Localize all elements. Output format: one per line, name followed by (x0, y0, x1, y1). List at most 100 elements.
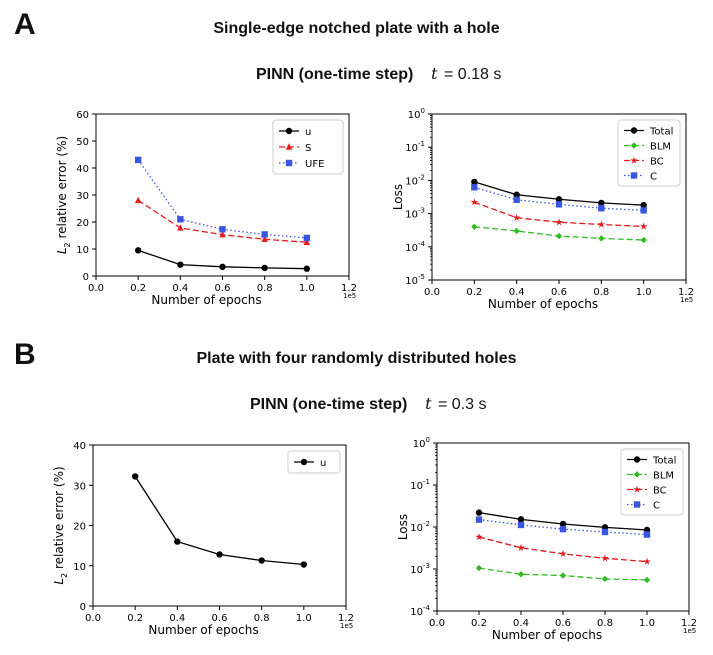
x-tick-label: 0.8 (257, 283, 273, 294)
y-axis-label: Loss (396, 514, 410, 540)
data-point (640, 201, 647, 209)
data-point (219, 230, 226, 238)
series-total (471, 178, 647, 209)
data-point (303, 234, 311, 242)
data-point (261, 235, 268, 242)
x-offset-label: 1e5 (683, 627, 696, 635)
legend: u (287, 450, 341, 474)
series-bc (475, 532, 651, 565)
y-tick-label: 0 (83, 272, 89, 283)
legend-marker (300, 458, 308, 466)
data-point (131, 473, 139, 480)
data-point (134, 247, 142, 254)
data-point (517, 571, 525, 578)
x-tick-label: 0.6 (215, 283, 231, 294)
panel-b-time-value: = 0.3 s (438, 396, 487, 413)
data-point (517, 516, 525, 523)
data-point (177, 216, 184, 223)
data-point (261, 264, 268, 272)
legend-label: u (305, 127, 311, 138)
y-tick-label: 0 (80, 602, 86, 613)
data-point (475, 532, 483, 541)
x-tick-label: 0.2 (466, 287, 482, 298)
x-tick-label: 1.2 (678, 287, 694, 298)
y-tick-label: 10-2 (410, 520, 430, 534)
legend-marker (630, 142, 638, 149)
y-tick-label: 10 (73, 562, 86, 573)
legend-marker (633, 471, 641, 478)
legend: uS UFE (272, 119, 344, 175)
y-tick-label: 30 (76, 191, 89, 202)
data-point (134, 196, 142, 204)
data-point (174, 538, 181, 545)
y-tick-label: 10-4 (405, 240, 425, 254)
data-point (177, 224, 184, 231)
x-tick-label: 0.2 (471, 618, 487, 629)
x-tick-label: 0.0 (429, 618, 445, 629)
legend-label: Total (652, 456, 676, 467)
data-point (601, 528, 609, 536)
data-point (555, 232, 563, 240)
x-tick-label: 1.0 (636, 287, 652, 298)
x-tick-label: 0.2 (130, 283, 146, 294)
data-point (559, 525, 567, 533)
x-tick-label: 1.2 (681, 618, 697, 629)
legend-marker (630, 127, 638, 134)
data-point (471, 178, 478, 186)
y-tick-label: 40 (73, 441, 86, 452)
data-point (513, 196, 520, 204)
data-point (643, 576, 651, 584)
data-point (300, 561, 308, 568)
panel-b-title: Plate with four randomly distributed hol… (196, 350, 517, 367)
legend-marker (630, 172, 638, 179)
data-point (598, 235, 605, 242)
series-blm (475, 564, 651, 584)
legend-label: BC (650, 157, 664, 168)
data-point (177, 261, 184, 268)
x-tick-label: 1.0 (639, 618, 655, 629)
series-u (131, 473, 308, 568)
legend-box (617, 119, 681, 187)
x-tick-label: 0.4 (513, 618, 529, 629)
y-tick-label: 100 (408, 107, 425, 121)
x-tick-label: 0.0 (85, 613, 101, 624)
legend-label: BLM (653, 471, 674, 482)
data-point (640, 236, 647, 244)
legend-label: S (305, 143, 311, 154)
y-tick-label: 30 (73, 481, 86, 492)
panel-b-subtitle-text: PINN (one-time step) (250, 396, 408, 413)
data-point (513, 191, 520, 198)
y-tick-label: 100 (413, 436, 430, 450)
panel-a-time-symbol: t (431, 64, 438, 83)
y-tick-label: 10-3 (410, 562, 430, 576)
series-blm (471, 223, 647, 244)
data-point (555, 196, 563, 203)
data-point (470, 198, 479, 206)
y-tick-label: 40 (76, 164, 89, 175)
series-line (474, 186, 644, 212)
x-tick-label: 0.4 (172, 283, 188, 294)
x-tick-label: 1.2 (341, 283, 357, 294)
series-line (478, 536, 648, 563)
legend-label: BLM (650, 142, 671, 153)
data-point (559, 520, 567, 528)
legend-label: Total (649, 127, 673, 138)
x-axis-label: Number of epochs (151, 293, 261, 307)
legend: Total BLM BC C (620, 448, 684, 516)
panel-a-time-value: = 0.18 s (444, 66, 502, 83)
legend-marker (285, 159, 293, 167)
panel-a-title: Single-edge notched plate with a hole (213, 20, 500, 37)
x-offset-label: 1e5 (680, 296, 693, 304)
x-tick-label: 1.0 (296, 613, 312, 624)
data-point (475, 564, 483, 572)
series-c (475, 516, 651, 538)
data-point (471, 184, 478, 191)
data-point (559, 572, 567, 579)
legend-marker (630, 156, 638, 164)
y-axis-label: Loss (391, 184, 405, 210)
y-tick-label: 10 (76, 245, 89, 256)
x-tick-label: 1.0 (299, 283, 315, 294)
x-offset-label: 1e5 (340, 622, 353, 630)
